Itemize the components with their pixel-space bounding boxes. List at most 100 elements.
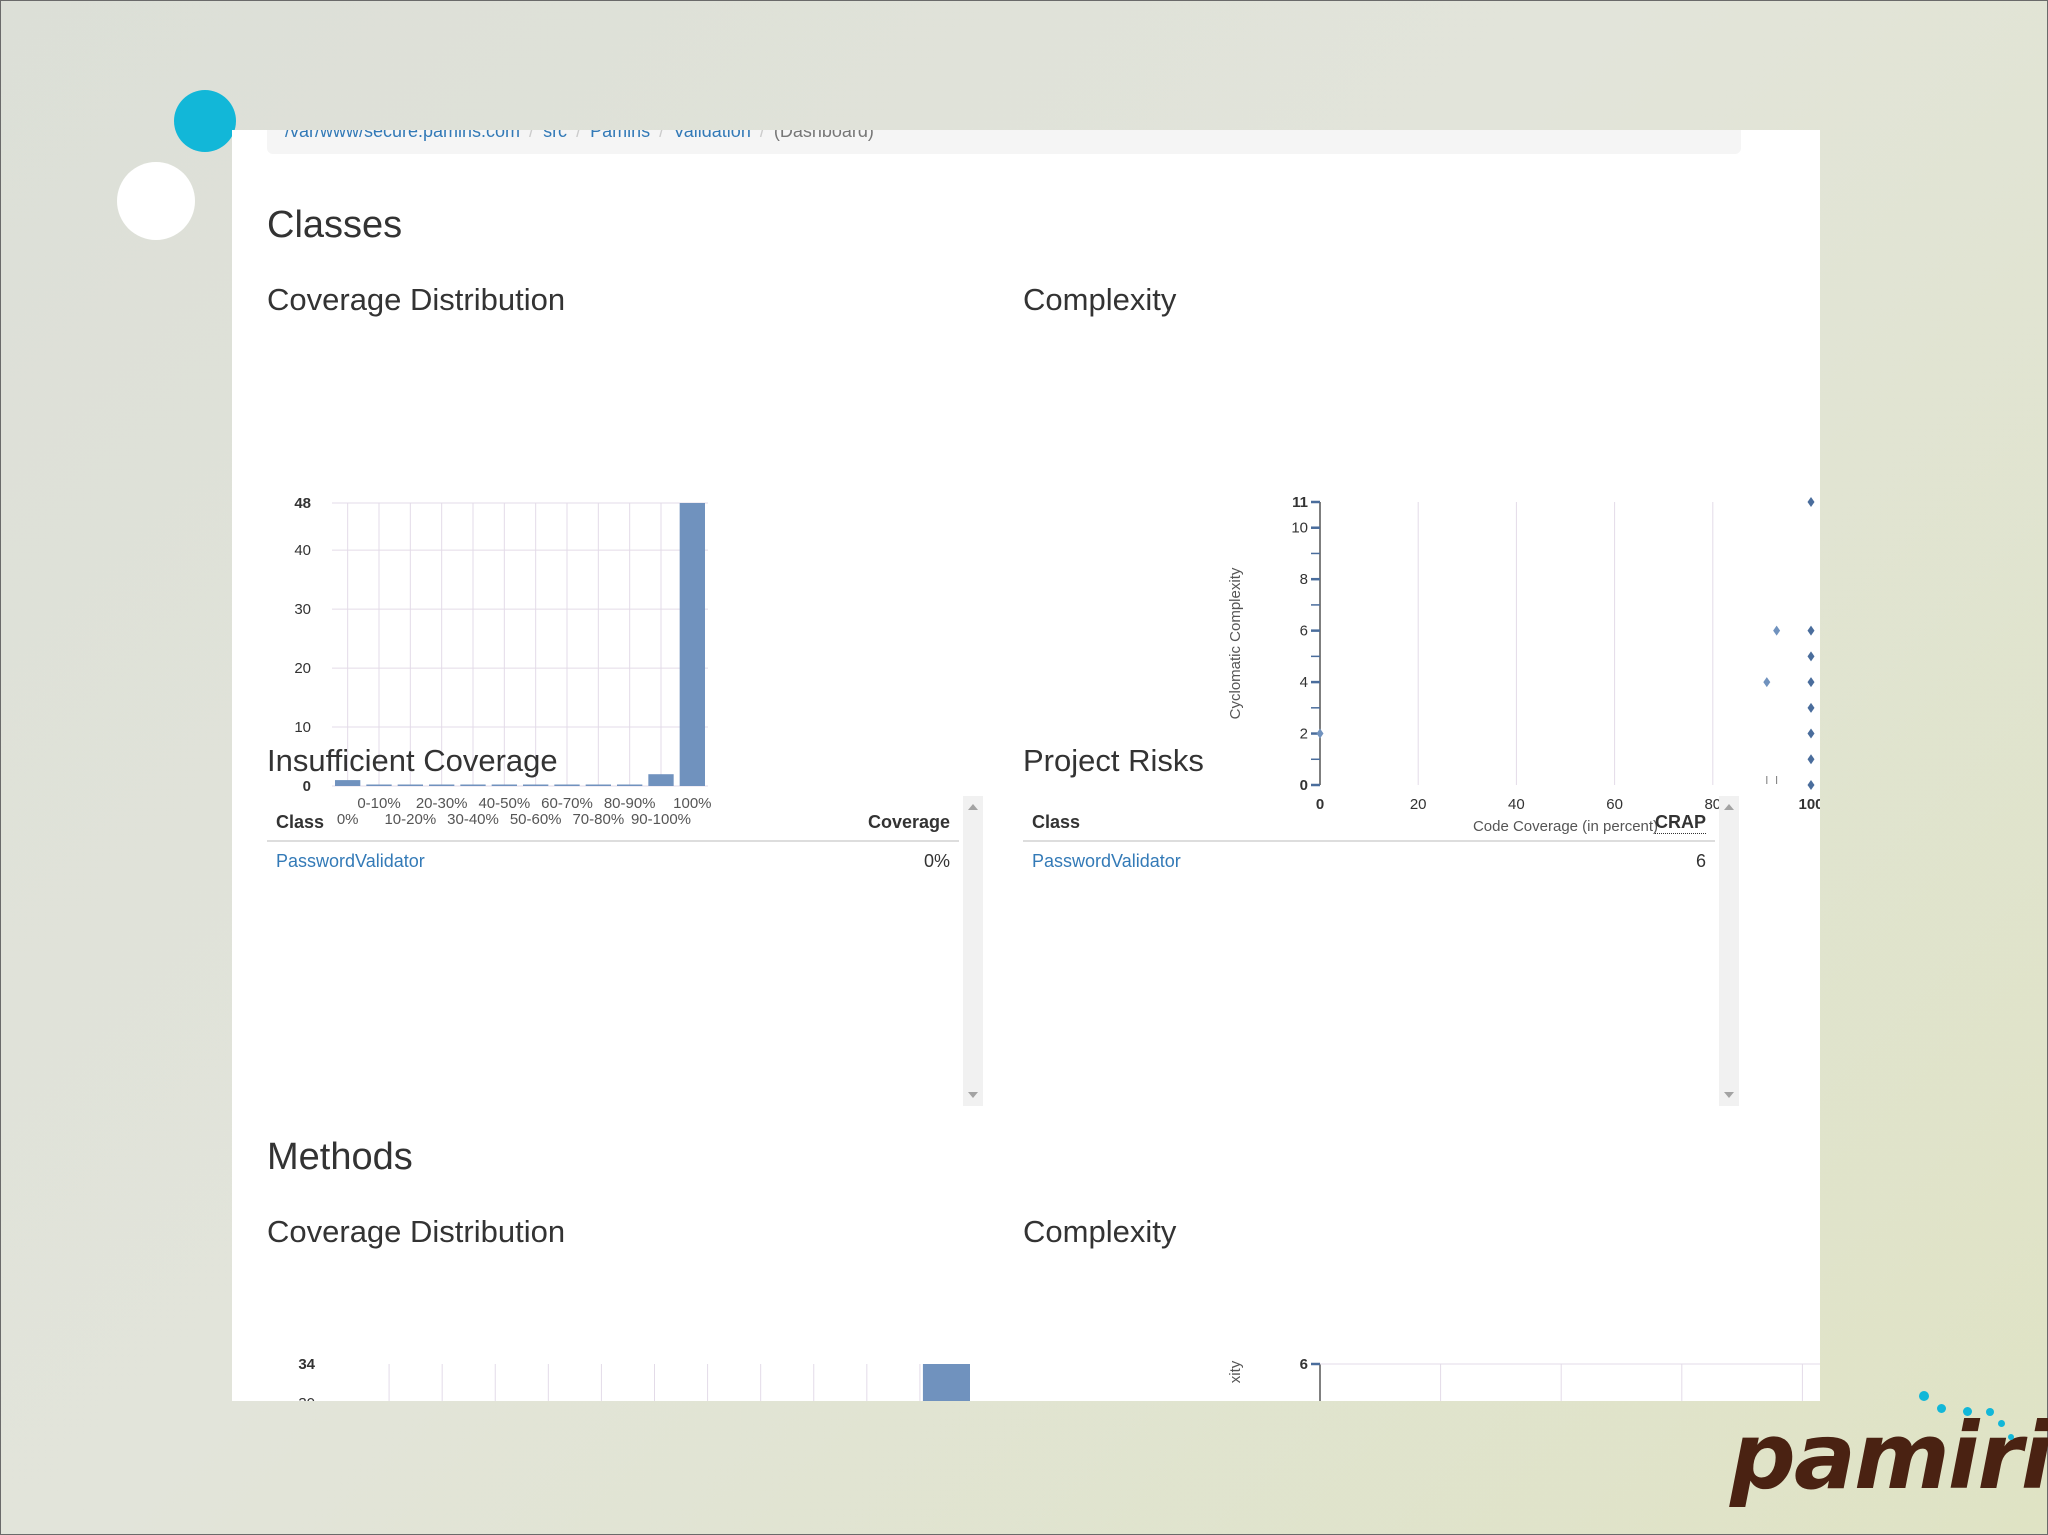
x-tick-label: 30-40% <box>447 811 499 828</box>
y-tick-label: 4 <box>1300 674 1308 691</box>
data-point <box>1807 728 1815 739</box>
y-tick-label: 30 <box>294 601 311 618</box>
dashboard-panel: /var/www/secure.pamiris.com / src / Pamiris /… <box>232 130 1820 1401</box>
bar <box>585 784 611 786</box>
logo-dot <box>1963 1407 1972 1416</box>
data-point <box>1807 625 1815 636</box>
bar <box>366 784 392 786</box>
column-header-crap[interactable]: CRAP <box>1654 812 1706 834</box>
bar <box>460 784 486 786</box>
y-axis-label: Cyclomatic Complexity <box>1227 567 1244 719</box>
bar <box>648 774 674 786</box>
column-header-class[interactable]: Class <box>1032 812 1081 832</box>
bar <box>617 784 643 786</box>
breadcrumb-separator: / <box>659 130 665 141</box>
x-axis-label: Code Coverage (in percent) <box>1473 818 1658 835</box>
crap-value: 6 <box>1695 851 1706 871</box>
y-axis-label: xity <box>1227 1360 1244 1383</box>
data-point <box>1763 677 1771 688</box>
classes-coverage-heading: Coverage Distribution <box>267 282 566 317</box>
x-tick-label: 0% <box>337 811 359 828</box>
y-tick-label: 10 <box>1291 520 1308 537</box>
class-link[interactable]: PasswordValidator <box>1032 851 1181 871</box>
y-tick-label: 0 <box>1300 777 1308 794</box>
y-tick-label: 34 <box>298 1356 315 1373</box>
classes-complexity-heading: Complexity <box>1023 282 1177 317</box>
data-point <box>1807 497 1815 507</box>
scroll-down-arrow-icon[interactable] <box>968 1092 978 1098</box>
x-tick-label: 100% <box>673 795 711 812</box>
y-tick-label: 10 <box>294 719 311 736</box>
project-risks-scrollbar[interactable] <box>1719 796 1739 1106</box>
bar <box>335 780 361 786</box>
methods-complexity-chart: 56xity <box>1227 1356 1820 1401</box>
breadcrumb-link[interactable]: src <box>543 130 568 141</box>
x-tick-label: 80 <box>1704 796 1721 813</box>
y-tick-label: 8 <box>1300 571 1308 588</box>
white-circle-decoration <box>117 162 195 240</box>
logo-dot <box>1919 1391 1929 1401</box>
breadcrumb-active: (Dashboard) <box>773 130 874 141</box>
y-tick-label: 30 <box>298 1395 315 1401</box>
x-tick-label: 0 <box>1316 796 1324 813</box>
x-tick-label: 70-80% <box>572 811 624 828</box>
data-point <box>1807 651 1815 662</box>
logo-dot <box>1986 1408 1994 1416</box>
logo-dot <box>2008 1434 2014 1440</box>
cyan-circle-decoration <box>174 90 236 152</box>
scroll-up-arrow-icon[interactable] <box>1724 804 1734 810</box>
logo-dot <box>1937 1404 1946 1413</box>
bar <box>679 503 705 786</box>
y-tick-label: 48 <box>294 495 311 512</box>
methods-coverage-chart: 253034 <box>298 1356 970 1401</box>
data-point <box>1807 780 1815 790</box>
column-header-class[interactable]: Class <box>276 812 325 832</box>
breadcrumb-link[interactable]: /var/www/secure.pamiris.com <box>285 130 521 141</box>
bar <box>397 784 423 786</box>
breadcrumb: /var/www/secure.pamiris.com / src / Pamiris /… <box>267 130 1741 154</box>
data-point <box>1773 625 1781 636</box>
x-tick-label: 10-20% <box>384 811 436 828</box>
x-tick-label: 60-70% <box>541 795 593 812</box>
scroll-down-arrow-icon[interactable] <box>1724 1092 1734 1098</box>
logo-dot <box>1998 1420 2005 1427</box>
methods-heading: Methods <box>267 1136 413 1178</box>
logo-wordmark: pamiris <box>1730 1403 2048 1510</box>
x-tick-label: 100 <box>1798 796 1820 813</box>
x-tick-label: 40 <box>1508 796 1525 813</box>
x-tick-label: 90-100% <box>631 811 691 828</box>
insufficient-coverage-scrollbar[interactable] <box>963 796 983 1106</box>
y-tick-label: 6 <box>1300 1356 1308 1373</box>
breadcrumb-separator: / <box>759 130 765 141</box>
data-point <box>1807 677 1815 688</box>
table-header: Class Coverage <box>267 796 959 842</box>
x-tick-label: 20 <box>1410 796 1427 813</box>
table-header: Class CRAP <box>1023 796 1715 842</box>
breadcrumb-link[interactable]: Pamiris <box>590 130 651 141</box>
breadcrumb-separator: / <box>576 130 582 141</box>
class-link[interactable]: PasswordValidator <box>276 851 425 871</box>
project-risks-table: Class CRAP PasswordValidator 6 <box>1023 796 1715 1106</box>
scroll-up-arrow-icon[interactable] <box>968 804 978 810</box>
y-tick-label: 40 <box>294 542 311 559</box>
y-tick-label: 11 <box>1292 494 1308 511</box>
bar <box>922 1364 970 1401</box>
project-risks-heading: Project Risks <box>1023 743 1204 778</box>
data-point <box>1316 728 1324 739</box>
x-tick-label: 0-10% <box>357 795 400 812</box>
x-tick-label: 60 <box>1606 796 1623 813</box>
data-point <box>1807 702 1815 713</box>
classes-heading: Classes <box>267 204 403 246</box>
pamiris-logo: pamiris <box>1730 1385 2048 1515</box>
bar <box>429 784 455 786</box>
insufficient-coverage-heading: Insufficient Coverage <box>267 743 558 778</box>
y-tick-label: 20 <box>294 660 311 677</box>
column-header-coverage[interactable]: Coverage <box>867 812 950 832</box>
breadcrumb-link[interactable]: Validation <box>673 130 751 141</box>
classes-complexity-chart: 0 20 40 60 80 100 0 2 4 6 8 10 11 Code Coverage (in p… <box>1227 494 1820 835</box>
coverage-value: 0% <box>923 851 950 871</box>
y-tick-label: 2 <box>1300 726 1308 743</box>
x-tick-label: 50-60% <box>510 811 562 828</box>
data-point <box>1807 754 1815 765</box>
bar <box>491 784 517 786</box>
